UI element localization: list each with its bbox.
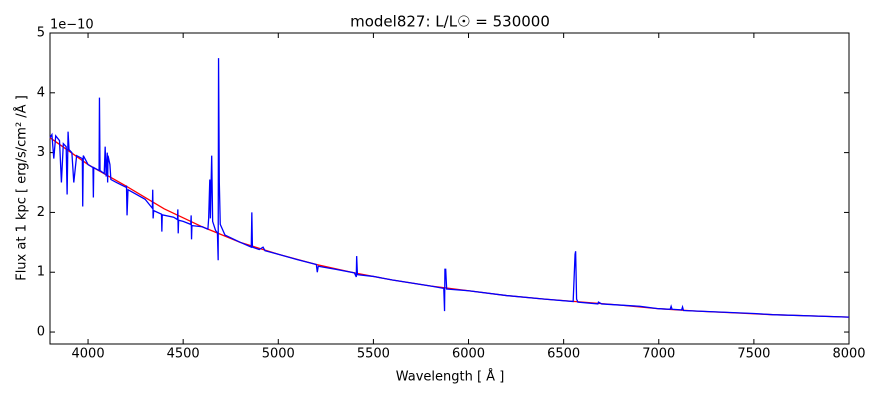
spectrum-line [49, 58, 850, 318]
x-tick-label: 6000 [452, 347, 485, 362]
plot-frame [49, 32, 850, 345]
x-axis-label: Wavelength [ Å ] [396, 369, 505, 385]
y-tick-label: 4 [37, 85, 45, 100]
chart-title: model827: L/L☉ = 530000 [350, 13, 550, 31]
x-tick-label: 5000 [262, 347, 295, 362]
y-tick-label: 0 [37, 325, 45, 340]
x-tick-label: 5500 [357, 347, 390, 362]
x-tick-label: 4500 [167, 347, 200, 362]
y-tick-label: 2 [37, 205, 45, 220]
y-tick-label: 3 [37, 145, 45, 160]
y-axis-label: Flux at 1 kpc [ erg/s/cm² /Å ] [14, 95, 30, 281]
x-tick-label: 7500 [737, 347, 770, 362]
x-tick-label: 8000 [832, 347, 865, 362]
y-offset-label: 1e−10 [50, 18, 94, 33]
x-tick-label: 6500 [547, 347, 580, 362]
y-tick-label: 5 [37, 26, 45, 41]
x-tick-label: 7000 [642, 347, 675, 362]
x-tick-label: 4000 [72, 347, 105, 362]
y-tick-label: 1 [37, 265, 45, 280]
spectrum-line [49, 137, 850, 318]
